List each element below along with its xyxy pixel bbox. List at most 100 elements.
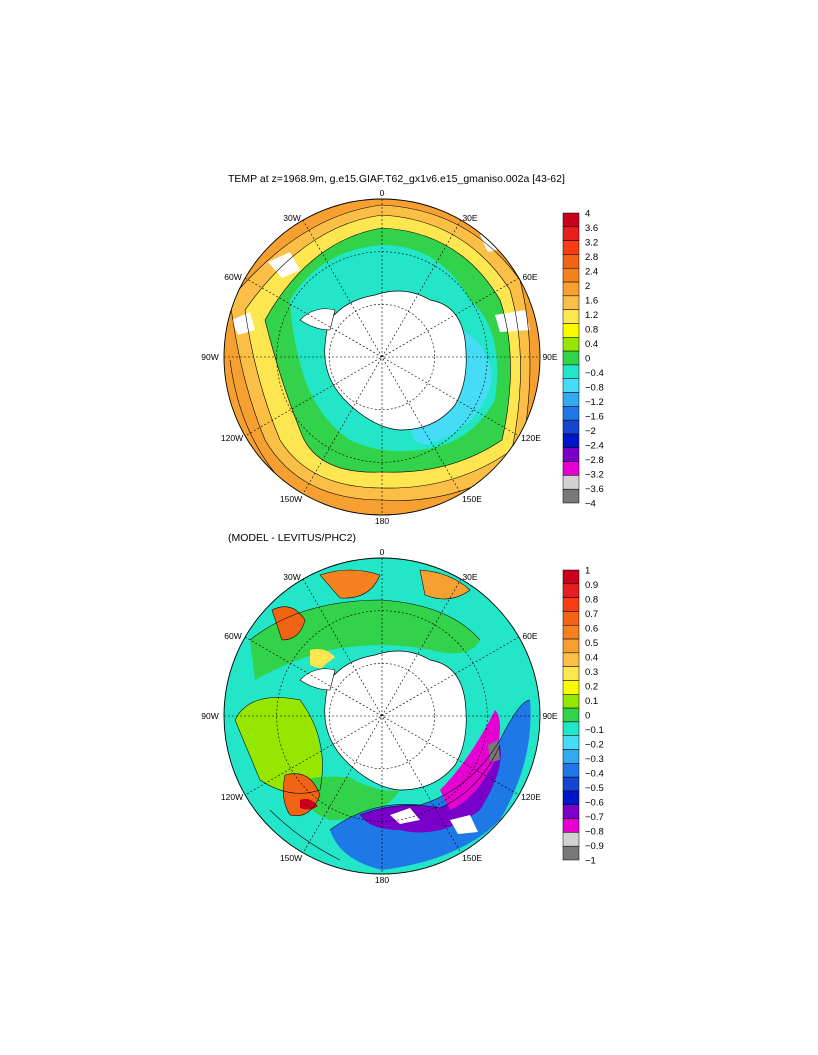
colorbar-swatch [562,406,580,421]
colorbar-label: 0.5 [585,638,598,649]
lon-label-30e: 30E [462,213,477,223]
lon-label-60w: 60W [224,631,241,641]
colorbar-label: −4 [585,499,596,510]
colorbar-swatch [562,461,580,476]
colorbar-label: 0.7 [585,609,598,620]
colorbar-label: −0.9 [585,841,604,852]
polar-map-temperature: 0 30E 60E 90E 120E 150E 180 150W 120W 90… [201,188,558,526]
colorbar-swatch [562,267,580,283]
colorbar-label: −0.6 [585,798,604,809]
lon-label-120e: 120E [521,433,541,443]
lon-label-180: 180 [375,516,389,526]
lon-label-150w: 150W [280,494,302,504]
lon-label-30w: 30W [283,572,300,582]
colorbar-swatch [562,254,580,269]
colorbar-swatch [562,597,580,612]
colorbar-label: −0.1 [585,725,604,736]
diff-zone-lightgreen-west [235,697,323,794]
lon-label-120w: 120W [221,433,243,443]
colorbar-label: 3.6 [585,223,598,234]
colorbar-swatch [562,832,580,847]
map-boundary [223,198,541,516]
diff-zone-purple [360,745,501,833]
map-title-temperature: TEMP at z=1968.9m, g.e15.GIAF.T62_gx1v6.… [228,173,565,185]
colorbar-temperature: 4 3.6 3.2 2.8 2.4 2 1.6 1.2 0.8 0.4 0 −0.4 −0.8 −1.2 −… [562,209,604,510]
colorbar-swatch [562,488,580,504]
colorbar-swatch [562,226,580,241]
lon-label-60e: 60E [522,272,537,282]
colorbar-swatch [562,680,580,695]
diff-zone-red-argentine [272,606,305,640]
colorbar-label: 4 [585,209,590,220]
colorbar-label: 0.1 [585,696,598,707]
colorbar-label: −2.4 [585,441,604,452]
colorbar-label: 2.4 [585,267,598,278]
colorbar-swatch [562,569,580,585]
colorbar-swatch [562,392,580,407]
diff-zone-orange-north [320,570,380,599]
polar-map-difference: 0 30E 60E 90E 120E 150E 180 150W 120W 90… [201,547,558,885]
colorbar-swatch [562,419,580,435]
colorbar-swatch [562,337,580,352]
colorbar-swatch [562,721,580,736]
colorbar-label: −0.3 [585,754,604,765]
colorbar-swatch [562,652,580,667]
colorbar-label: 0.8 [585,325,598,336]
colorbar-label: −1 [585,856,596,867]
colorbar-label: 3.2 [585,238,598,249]
colorbar-label: 0.9 [585,580,598,591]
lon-label-90e: 90E [542,711,557,721]
colorbar-label: −0.8 [585,827,604,838]
colorbar-label: 2 [585,281,590,292]
colorbar-label: 0.4 [585,339,598,350]
colorbar-label: 1.2 [585,310,598,321]
colorbar-swatch [562,364,580,379]
colorbar-label: −2.8 [585,455,604,466]
colorbar-swatch [562,281,580,297]
colorbar-label: −0.4 [585,368,604,379]
colorbar-label: 1.6 [585,296,598,307]
colorbar-swatch [562,624,580,640]
colorbar-swatch [562,694,580,709]
colorbar-label: 0.6 [585,624,598,635]
map-boundary-2 [223,557,541,875]
colorbar-label: −3.6 [585,484,604,495]
lon-label-30w: 30W [283,213,300,223]
colorbar-label: −0.2 [585,740,604,751]
colorbar-swatch [562,776,580,792]
colorbar-swatch [562,638,580,654]
colorbar-swatch [562,707,580,723]
colorbar-label: −1.6 [585,412,604,423]
colorbar-swatch [562,475,580,490]
colorbar-swatch [562,666,580,681]
antarctica-landmass-2 [324,650,467,791]
lon-label-90w: 90W [201,352,218,362]
colorbar-label: −3.2 [585,470,604,481]
colorbar-swatch [562,735,580,750]
colorbar-swatch [562,845,580,861]
antarctica-landmass [324,290,467,431]
diff-zone-magenta [440,710,500,810]
lon-label-60w: 60W [224,272,241,282]
colorbar-swatch [562,447,580,462]
lon-label-120e: 120E [521,792,541,802]
lon-label-120w: 120W [221,792,243,802]
colorbar-label: 1 [585,566,590,577]
colorbar-swatch [562,378,580,393]
diff-zone-green-north [250,600,480,680]
colorbar-label: −0.5 [585,783,604,794]
lon-label-150e: 150E [462,853,482,863]
colorbar-label: 0 [585,354,590,365]
lon-label-60e: 60E [522,631,537,641]
colorbar-swatch [562,611,580,626]
lon-label-30e: 30E [462,572,477,582]
colorbar-label: −2 [585,426,596,437]
colorbar-swatch [562,804,580,819]
lon-label-150e: 150E [462,494,482,504]
colorbar-swatch [562,212,580,228]
map-title-difference: (MODEL - LEVITUS/PHC2) [228,532,356,544]
colorbar-label: 0.3 [585,667,598,678]
colorbar-difference: 1 0.9 0.8 0.7 0.6 0.5 0.4 0.3 0.2 0.1 0 −0.1 −0.2 −0.… [562,566,604,867]
colorbar-swatch [562,433,580,449]
